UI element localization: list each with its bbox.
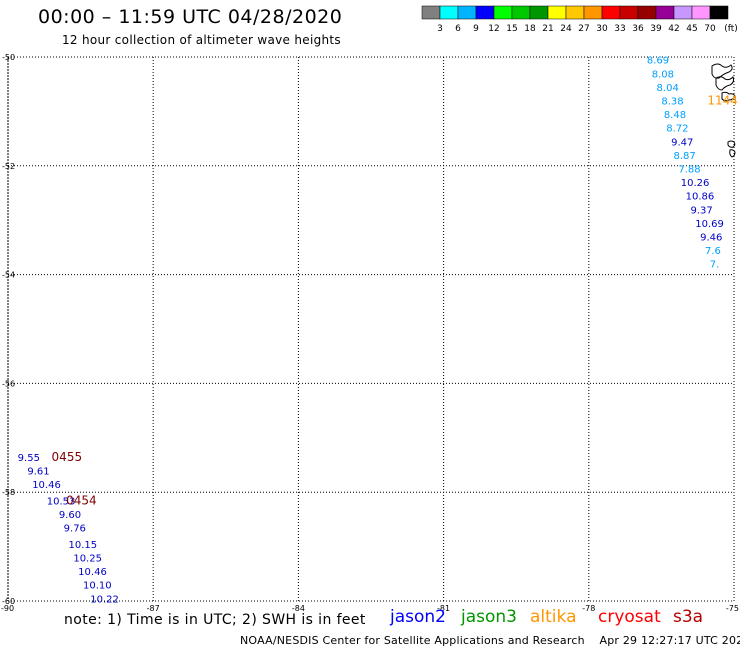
map-title: 00:00 – 11:59 UTC 04/28/2020 bbox=[38, 6, 343, 28]
satellite-jason2-label: jason2 bbox=[390, 607, 446, 627]
legend-tick-label: 42 bbox=[668, 24, 679, 34]
latitude-label: -50 bbox=[2, 53, 15, 62]
legend-tick-label: 21 bbox=[542, 24, 553, 34]
wave-height-value: 9.60 bbox=[59, 510, 81, 521]
legend-tick-label: 27 bbox=[578, 24, 589, 34]
legend-tick-label: 9 bbox=[473, 24, 479, 34]
longitude-label: -84 bbox=[292, 604, 305, 613]
latitude-label: -54 bbox=[2, 271, 15, 280]
footer-note: note: 1) Time is in UTC; 2) SWH is in fe… bbox=[64, 612, 366, 628]
pass-time-label: 0454 bbox=[66, 493, 97, 507]
wave-height-value: 10.25 bbox=[73, 553, 102, 564]
legend-tick-label: 24 bbox=[560, 24, 572, 34]
legend-tick-label: 36 bbox=[632, 24, 644, 34]
legend-swatch bbox=[709, 5, 729, 20]
latitude-label: -60 bbox=[2, 597, 15, 606]
legend-tick-label: 45 bbox=[686, 24, 697, 34]
wave-height-value: 10.22 bbox=[90, 594, 119, 605]
wave-height-value: 8.87 bbox=[674, 151, 696, 162]
satellite-jason3-label: jason3 bbox=[461, 607, 517, 627]
pass-time-label: 0455 bbox=[52, 450, 83, 464]
wave-height-value: 9.37 bbox=[690, 205, 712, 216]
latitude-label: -52 bbox=[2, 162, 15, 171]
wave-height-value: 8.72 bbox=[666, 124, 688, 135]
credit-line: NOAA/NESDIS Center for Satellite Applica… bbox=[240, 634, 740, 647]
wave-height-value: 9.76 bbox=[64, 524, 86, 535]
wave-height-value: 9.46 bbox=[700, 233, 722, 244]
wave-height-value: 7.6 bbox=[705, 246, 721, 257]
coastline-outline bbox=[727, 140, 736, 148]
wave-height-value: 10.46 bbox=[78, 567, 107, 578]
color-legend: 3 6 9 12 15 18 21 24 27 30 33 36 39 42 45 70 (ft) bbox=[421, 5, 738, 34]
wave-height-value: 9.55 bbox=[18, 453, 40, 464]
legend-tick-label: 33 bbox=[614, 24, 625, 34]
longitude-label: -81 bbox=[437, 604, 450, 613]
latitude-label: -56 bbox=[2, 379, 15, 388]
map-subtitle: 12 hour collection of altimeter wave hei… bbox=[62, 33, 341, 47]
legend-tick-label: 18 bbox=[524, 24, 536, 34]
satellite-altika-label: altika bbox=[530, 607, 577, 627]
pass-time-label: 1144 bbox=[707, 94, 738, 108]
longitude-label: -87 bbox=[147, 604, 160, 613]
legend-tick-label: 30 bbox=[596, 24, 608, 34]
satellite-s3a-label: s3a bbox=[673, 607, 704, 627]
coastline-outline bbox=[715, 76, 735, 91]
wave-height-value: 7.88 bbox=[678, 165, 700, 176]
coastline-outline bbox=[721, 91, 736, 102]
wave-height-value: 10.26 bbox=[681, 178, 710, 189]
wave-height-value: 8.08 bbox=[652, 69, 674, 80]
satellite-cryosat-label: cryosat bbox=[598, 607, 661, 627]
wave-height-value: 8.69 bbox=[647, 56, 669, 67]
longitude-label: -75 bbox=[726, 604, 739, 613]
wave-height-value: 9.47 bbox=[671, 137, 693, 148]
longitude-label: -78 bbox=[582, 604, 595, 613]
wave-height-value: 10.46 bbox=[32, 480, 61, 491]
wave-height-value: 8.48 bbox=[664, 110, 686, 121]
coastline-outline bbox=[729, 149, 736, 158]
legend-unit-label: (ft) bbox=[724, 24, 738, 34]
legend-tick-label: 70 bbox=[704, 24, 716, 34]
legend-tick-label: 6 bbox=[455, 24, 461, 34]
wave-height-value: 10.15 bbox=[69, 540, 98, 551]
wave-height-value: 9.61 bbox=[27, 466, 49, 477]
latitude-label: -58 bbox=[2, 488, 15, 497]
wave-height-value: 8.04 bbox=[657, 83, 679, 94]
wave-height-value: 10.69 bbox=[695, 219, 724, 230]
map-frame bbox=[7, 56, 735, 602]
longitude-label: -90 bbox=[1, 604, 14, 613]
wave-height-value: 8.38 bbox=[661, 97, 683, 108]
legend-tick-label: 15 bbox=[506, 24, 517, 34]
legend-tick-label: 12 bbox=[488, 24, 499, 34]
wave-height-value: 10.53 bbox=[47, 496, 76, 507]
wave-height-value: 10.10 bbox=[83, 581, 112, 592]
coastline-outline bbox=[711, 63, 733, 79]
wave-height-value: 10.86 bbox=[686, 192, 715, 203]
legend-tick-label: 39 bbox=[650, 24, 662, 34]
wave-height-value: 7. bbox=[710, 260, 720, 271]
legend-tick-label: 3 bbox=[437, 24, 443, 34]
